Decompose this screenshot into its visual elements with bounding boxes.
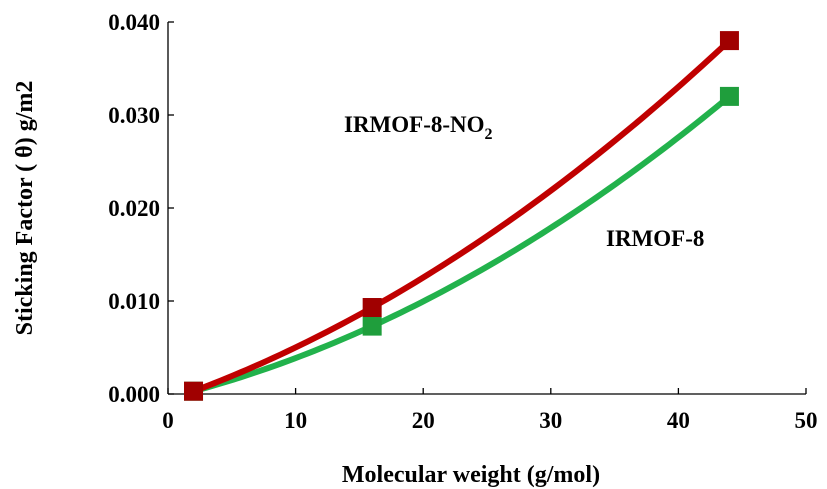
x-tick-label: 50 bbox=[795, 408, 818, 433]
series-markers bbox=[184, 31, 739, 401]
series-curves bbox=[190, 37, 733, 395]
y-tick-label: 0.020 bbox=[108, 196, 160, 221]
x-tick-label: 0 bbox=[162, 408, 174, 433]
data-point-1-1 bbox=[362, 298, 382, 318]
annotation-irmof-8-no2: IRMOF-8-NO2 bbox=[344, 112, 493, 143]
trend-curve-0 bbox=[190, 93, 733, 395]
y-tick-label: 0.010 bbox=[108, 289, 160, 314]
data-point-0-2 bbox=[719, 86, 739, 106]
x-axis-title: Molecular weight (g/mol) bbox=[342, 462, 600, 488]
y-axis-title: Sticking Factor ( θ) g/m2 bbox=[12, 81, 38, 336]
x-tick-label: 30 bbox=[539, 408, 562, 433]
annotation-irmof-8-no2-main: IRMOF-8-NO bbox=[344, 112, 485, 137]
annotation-irmof-8: IRMOF-8 bbox=[606, 226, 704, 251]
x-tick-label: 40 bbox=[667, 408, 690, 433]
x-tick-label: 10 bbox=[284, 408, 307, 433]
y-tick-label: 0.040 bbox=[108, 10, 160, 35]
y-tick-label: 0.000 bbox=[108, 382, 160, 407]
data-point-0-1 bbox=[362, 316, 382, 336]
data-point-1-0 bbox=[184, 381, 204, 401]
x-tick-label: 20 bbox=[412, 408, 435, 433]
y-tick-label: 0.030 bbox=[108, 103, 160, 128]
data-point-1-2 bbox=[719, 31, 739, 51]
plot-axes bbox=[167, 22, 806, 395]
annotation-irmof-8-no2-subscript: 2 bbox=[485, 126, 493, 143]
y-axis-ticks: 0.000 0.010 0.020 0.030 0.040 bbox=[108, 10, 174, 407]
x-axis-ticks: 0 10 20 30 40 50 bbox=[162, 388, 818, 433]
trend-curve-1 bbox=[190, 37, 733, 395]
